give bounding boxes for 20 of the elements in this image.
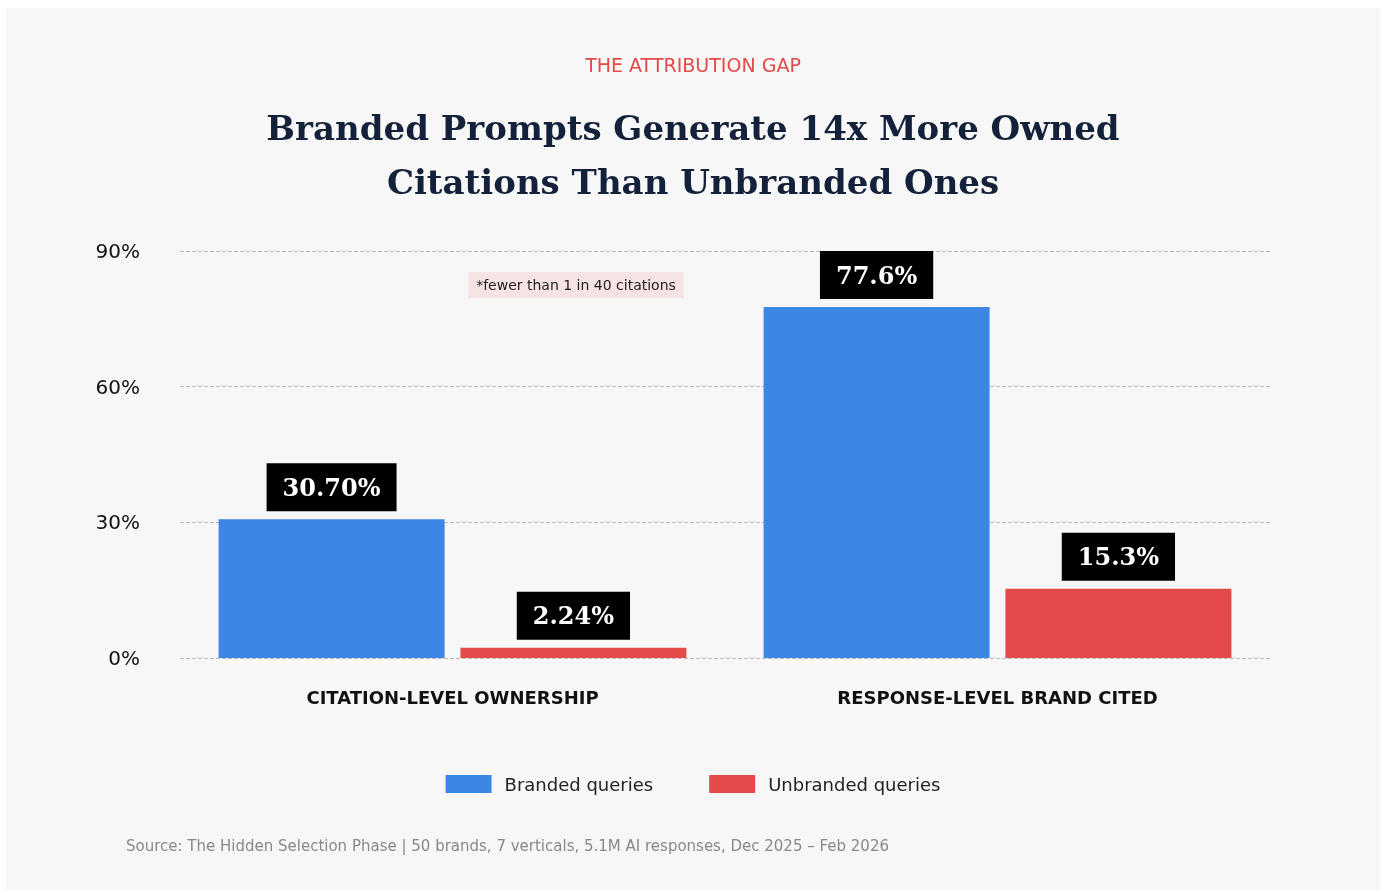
- legend-label: Branded queries: [504, 773, 654, 795]
- x-tick-label: RESPONSE-LEVEL BRAND CITED: [837, 686, 1158, 708]
- bar: [460, 647, 687, 658]
- annotation: *fewer than 1 in 40 citations: [476, 277, 676, 293]
- data-label: 15.3%: [1077, 542, 1160, 572]
- bar: [218, 519, 445, 658]
- y-tick-label: 60%: [95, 374, 140, 399]
- chart-subtitle: THE ATTRIBUTION GAP: [584, 53, 801, 76]
- chart-title: Branded Prompts Generate 14x More Owned Citations Than Unbranded Ones: [266, 108, 1120, 202]
- data-label: 30.70%: [282, 472, 381, 502]
- bar: [1005, 588, 1232, 658]
- y-tick-label: 30%: [95, 510, 140, 535]
- data-label: 2.24%: [532, 601, 615, 631]
- data-label: 77.6%: [835, 260, 918, 290]
- source-note: Source: The Hidden Selection Phase | 50 brands, 7 verticals, 5.1M AI responses, Dec 2025 – Feb 2026: [126, 836, 889, 855]
- y-tick-label: 90%: [95, 239, 140, 263]
- y-tick-label: 0%: [108, 646, 140, 670]
- x-tick-label: CITATION-LEVEL OWNERSHIP: [306, 686, 599, 708]
- bar: [763, 307, 990, 658]
- legend-label: Unbranded queries: [768, 773, 941, 795]
